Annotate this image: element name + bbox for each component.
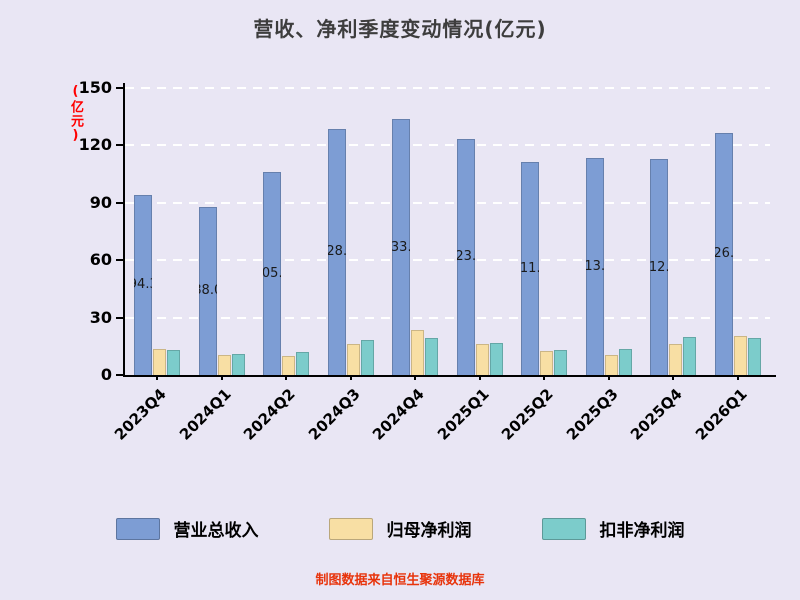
x-tick-label-2023Q4: 2023Q4 [111,385,170,444]
gridline-30 [125,316,770,319]
bar-total-revenue-2025Q2 [521,161,540,375]
legend-swatch-icon [328,517,373,540]
bar-total-revenue-2024Q3 [327,128,346,375]
y-tick-label: 150 [78,78,112,98]
bar-total-revenue-2024Q4 [392,119,411,375]
x-tick-label-2024Q2: 2024Q2 [240,385,299,444]
bar-net-profit-2025Q3 [604,355,618,375]
bar-value-label-2024Q4: 133.7 [392,239,410,255]
legend-item-net-profit: 归母净利润 [328,516,472,541]
data-source-note: 制图数据来自恒生聚源数据库 [315,573,485,588]
x-tick-label-2025Q4: 2025Q4 [627,385,686,444]
bar-non-gaap-net-profit-2024Q2 [296,352,310,375]
gridline-60 [125,259,770,262]
y-tick-label: 60 [89,250,112,270]
bar-net-profit-2024Q4 [411,330,425,375]
x-tick-mark [672,375,675,380]
y-tick-mark [116,374,123,376]
bar-total-revenue-2025Q1 [456,138,475,375]
y-tick-mark [116,144,123,147]
y-tick-mark [116,87,123,89]
x-tick-mark [414,375,417,380]
bar-total-revenue-2024Q1 [198,206,217,375]
x-tick-label-2025Q1: 2025Q1 [433,385,493,444]
bar-total-revenue-2023Q4 [134,194,153,375]
y-tick-label: 30 [89,307,112,327]
bar-net-profit-2024Q3 [346,344,360,375]
y-tick-label: 120 [78,135,112,155]
bar-total-revenue-2026Q1 [714,132,733,375]
x-axis-line [123,375,776,377]
bar-non-gaap-net-profit-2025Q4 [683,337,697,375]
y-tick-mark [116,316,123,319]
bar-value-label-2023Q4: 94.3 [134,277,152,293]
bar-value-label-2025Q2: 111.5 [521,260,539,276]
legend: 营业总收入 归母净利润 扣非净利润 [0,516,800,541]
bar-total-revenue-2024Q2 [263,172,282,375]
legend-swatch-icon [115,517,160,540]
bar-value-label-2025Q3: 113.4 [585,259,604,274]
bar-value-label-2024Q2: 105.9 [263,266,281,282]
bar-non-gaap-net-profit-2024Q4 [425,338,439,375]
x-tick-label-2024Q4: 2024Q4 [369,385,428,444]
bar-non-gaap-net-profit-2026Q1 [747,338,761,375]
bar-total-revenue-2025Q4 [650,159,669,375]
bar-non-gaap-net-profit-2025Q1 [489,343,503,375]
y-axis-title: (亿元) [68,84,83,144]
x-tick-label-2025Q3: 2025Q3 [562,385,622,444]
x-tick-label-2025Q2: 2025Q2 [498,385,557,444]
x-tick-mark [736,375,739,380]
bar-net-profit-2023Q4 [153,348,167,375]
y-tick-label: 0 [100,365,112,385]
bar-value-label-2025Q4: 112.9 [650,259,668,275]
y-tick-mark [116,201,123,204]
bar-non-gaap-net-profit-2024Q1 [231,354,245,375]
legend-label: 归母净利润 [386,521,472,541]
bar-value-label-2025Q1: 123.4 [456,249,475,265]
bar-non-gaap-net-profit-2023Q4 [167,350,181,375]
x-tick-mark [349,375,352,380]
bar-non-gaap-net-profit-2025Q2 [554,350,568,375]
gridline-90 [125,201,770,204]
bar-net-profit-2026Q1 [733,336,747,375]
legend-swatch-icon [541,517,586,540]
y-tick-mark [116,259,123,262]
x-tick-mark [285,375,288,380]
legend-item-total-revenue: 营业总收入 [115,516,259,541]
bar-value-label-2026Q1: 126.7 [714,246,733,262]
gridline-120 [125,144,770,147]
x-tick-mark [478,375,481,380]
bar-net-profit-2024Q2 [282,355,296,375]
bar-value-label-2024Q3: 128.7 [327,244,346,260]
x-tick-mark [543,375,546,380]
x-tick-mark [607,375,610,380]
bar-net-profit-2025Q1 [475,344,489,375]
bar-total-revenue-2025Q3 [585,158,604,375]
legend-label: 营业总收入 [173,521,259,541]
bar-net-profit-2024Q1 [217,355,231,375]
x-tick-label-2026Q1: 2026Q1 [691,385,751,444]
plot-area: 0 30 60 90 120 150 94.3 2023Q4 88.0 2024Q1 105.9 20… [79,78,776,444]
x-tick-mark [220,375,223,380]
bar-value-label-2024Q1: 88.0 [199,283,217,299]
bar-non-gaap-net-profit-2025Q3 [618,349,632,375]
chart-title: 营收、净利季度变动情况(亿元) [253,17,547,41]
x-tick-label-2024Q1: 2024Q1 [175,385,235,444]
legend-item-non-gaap-net-profit: 扣非净利润 [541,516,685,541]
x-tick-mark [156,375,159,380]
bar-net-profit-2025Q2 [540,351,554,375]
x-tick-label-2024Q3: 2024Q3 [304,385,364,444]
y-tick-label: 90 [89,192,112,212]
gridline-150 [125,87,770,89]
y-axis-line [123,83,125,377]
bar-non-gaap-net-profit-2024Q3 [360,340,374,375]
bar-net-profit-2025Q4 [669,344,683,375]
legend-label: 扣非净利润 [599,521,685,541]
